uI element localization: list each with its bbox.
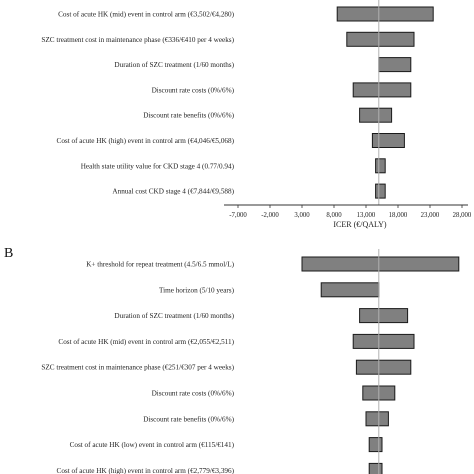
category-label: Cost of acute HK (mid) event in control …: [58, 338, 234, 346]
tornado-bar: [336, 6, 434, 22]
category-label: Discount rate costs (0%/6%): [152, 390, 235, 398]
x-tick-label: -7,000: [229, 212, 247, 219]
category-label: Time horizon (5/10 years): [159, 286, 235, 294]
category-label: Cost of acute HK (high) event in control…: [57, 467, 235, 474]
category-label: Discount rate benefits (0%/6%): [143, 112, 234, 120]
panel-a-tornado-chart: Cost of acute HK (mid) event in control …: [41, 0, 472, 229]
tornado-bar: [368, 437, 383, 453]
tornado-bar: [346, 31, 415, 47]
x-tick-label: 18,000: [389, 212, 408, 219]
category-label: Cost of acute HK (low) event in control …: [70, 441, 235, 449]
category-label: Discount rate benefits (0%/6%): [143, 415, 234, 423]
x-axis-title: ICER (€/QALY): [333, 220, 387, 229]
tornado-bar: [375, 183, 386, 199]
x-tick-label: -2,000: [261, 212, 279, 219]
panel-label: B: [4, 246, 13, 261]
category-label: Cost of acute HK (mid) event in control …: [58, 11, 234, 19]
x-tick-label: 13,000: [357, 212, 376, 219]
tornado-bar: [352, 333, 415, 349]
x-tick-label: 23,000: [421, 212, 440, 219]
category-label: Duration of SZC treatment (1/60 months): [114, 312, 234, 320]
panel-b-tornado-chart: B K+ threshold for repeat treatment (4.5/…: [4, 246, 460, 474]
category-label: Duration of SZC treatment (1/60 months): [114, 61, 234, 69]
category-label: Discount rate costs (0%/6%): [152, 86, 235, 94]
tornado-bar: [371, 133, 405, 148]
category-label: Cost of acute HK (high) event in control…: [57, 137, 235, 145]
category-label: SZC treatment cost in maintenance phase …: [41, 36, 234, 44]
tornado-bar: [352, 82, 412, 98]
x-tick-label: 3,000: [294, 212, 310, 219]
x-tick-label: 28,000: [453, 212, 472, 219]
tornado-bar: [359, 308, 409, 324]
tornado-bar: [365, 411, 389, 427]
tornado-bar: [320, 282, 380, 298]
tornado-bar: [355, 359, 412, 375]
x-tick-label: 8,000: [326, 212, 342, 219]
category-label: Annual cost CKD stage 4 (€7,844/€9,588): [112, 188, 234, 196]
category-label: Health state utility value for CKD stage…: [81, 162, 235, 170]
tornado-bar: [378, 57, 412, 73]
category-label: SZC treatment cost in maintenance phase …: [41, 364, 234, 372]
category-label: K+ threshold for repeat treatment (4.5/6…: [86, 261, 234, 269]
tornado-bar: [368, 462, 383, 474]
tornado-bar: [359, 107, 393, 123]
tornado-bar: [301, 256, 460, 272]
tornado-bar: [375, 158, 386, 174]
